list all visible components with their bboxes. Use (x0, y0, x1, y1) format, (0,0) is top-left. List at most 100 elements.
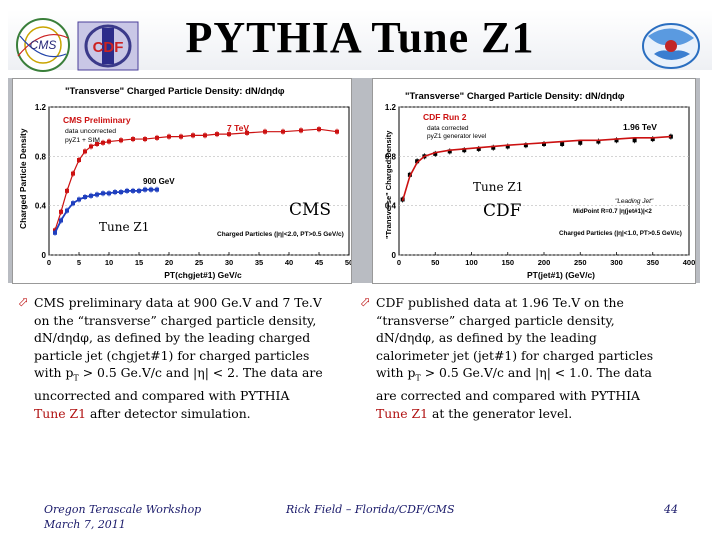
y-tick-label: 0.8 (385, 152, 397, 161)
data-point (299, 128, 303, 133)
x-tick-label: 40 (285, 258, 293, 267)
cms-desc-line-1: CMS preliminary data at 900 Ge.V and 7 T… (34, 295, 322, 310)
cdf-x-axis-label: PT(jet#1) (GeV/c) (527, 270, 595, 280)
data-point (71, 171, 75, 176)
cdf-desc-line-3: dN/dηdφ, as defined by the leading (376, 330, 597, 346)
data-point (523, 143, 528, 148)
cdf-desc-line-1: CDF published data at 1.96 Te.V on the (376, 295, 624, 310)
x-tick-label: 250 (574, 258, 587, 267)
x-tick-label: 20 (165, 258, 173, 267)
cms-description: ⬀ CMS preliminary data at 900 Ge.V and 7… (18, 294, 366, 423)
bullet-arrow-icon: ⬀ (18, 295, 29, 310)
cdf-logo: CDF (77, 21, 139, 71)
cms-x-axis-label: PT(chgjet#1) GeV/c (164, 270, 242, 280)
cms-desc-line-4: particle jet (chgjet#1) for charged part… (34, 347, 310, 363)
data-point (77, 197, 81, 202)
data-point (89, 193, 93, 198)
cms-tune-label: Tune Z1 (99, 220, 149, 234)
cms-chart-title: "Transverse" Charged Particle Density: d… (65, 86, 285, 97)
cms-legend-line-2: pyZ1 + SIM (65, 137, 100, 144)
data-point (447, 149, 452, 154)
x-tick-label: 200 (538, 258, 551, 267)
cdf-chart: "Transverse" Charged Particle Density: d… (372, 78, 696, 284)
data-point (227, 132, 231, 137)
x-tick-label: 0 (47, 258, 51, 267)
x-tick-label: 15 (135, 258, 143, 267)
data-point (143, 137, 147, 142)
data-point (179, 134, 183, 139)
footer-workshop: Oregon Terascale Workshop (44, 503, 202, 516)
x-tick-label: 5 (77, 258, 81, 267)
data-point (215, 132, 219, 137)
data-point (143, 187, 147, 192)
data-point (155, 135, 159, 140)
data-point (95, 142, 99, 146)
cms-legend-line-1: data uncorrected (65, 128, 116, 135)
cdf-desc-line-2: “transverse” charged particle density, (376, 312, 615, 328)
cdf-legend-line-1: data corrected (427, 125, 469, 132)
cdf-energy-label: 1.96 TeV (623, 122, 657, 132)
cms-cuts-label: Charged Particles (|η|<2.0, PT>0.5 GeV/c… (217, 231, 344, 238)
cms-logo-text: CMS (30, 38, 57, 52)
bullet-arrow-icon: ⬀ (360, 295, 371, 310)
data-point (95, 192, 99, 197)
data-point (167, 134, 171, 139)
data-point (491, 145, 496, 150)
cms-overlay-label: CMS (289, 200, 331, 220)
footer-date: March 7, 2011 (44, 518, 126, 531)
data-point (614, 138, 619, 143)
cdf-y-axis-label: "Transverse" Charged Density (384, 130, 393, 239)
data-point (101, 140, 105, 145)
data-point (650, 137, 655, 142)
data-point (83, 149, 87, 154)
footer-venue: Oregon Terascale Workshop March 7, 2011 (44, 502, 201, 532)
cdf-overlay-label: CDF (483, 201, 522, 221)
globe-logo (642, 23, 700, 69)
y-tick-label: 1.2 (35, 103, 47, 112)
cdf-desc-line-5: with pT > 0.5 Ge.V/c and |η| < 1.0. The … (376, 365, 652, 383)
y-tick-label: 0.4 (35, 202, 47, 211)
x-tick-label: 50 (345, 258, 352, 267)
cdf-desc-line-4: calorimeter jet (jet#1) for charged part… (376, 347, 654, 363)
data-point (89, 144, 93, 149)
data-point (433, 151, 438, 156)
cr-plot-area (398, 106, 690, 256)
data-point (137, 188, 141, 193)
data-point (53, 230, 57, 235)
data-point (71, 201, 75, 206)
data-point (149, 187, 153, 192)
x-tick-label: 400 (683, 258, 696, 267)
data-point (125, 188, 129, 193)
x-tick-label: 35 (255, 258, 263, 267)
data-point (505, 144, 510, 149)
data-point (281, 129, 285, 134)
data-point (415, 159, 420, 164)
data-point (113, 190, 117, 195)
data-point (462, 148, 467, 153)
cdf-logo-text: CDF (93, 39, 124, 56)
cms-desc-line-3: dN/dηdφ, as defined by the leading charg… (34, 330, 311, 346)
data-point (245, 130, 249, 135)
page-number: 44 (664, 503, 678, 516)
cdf-legend-title: CDF Run 2 (423, 112, 467, 122)
cms-desc-line-2: on the “transverse” charged particle den… (34, 312, 317, 328)
x-tick-label: 350 (646, 258, 659, 267)
data-point (476, 146, 481, 151)
data-point (560, 142, 565, 146)
cdf-tune-label: Tune Z1 (473, 180, 523, 194)
data-point (107, 191, 111, 196)
cdf-legend-line-2: pyZ1 generator level (427, 133, 487, 140)
cdf-cuts-label: Charged Particles (|η|<1.0, PT>0.5 GeV/c… (559, 230, 682, 237)
y-tick-label: 1.2 (385, 103, 397, 112)
y-tick-label: 0.8 (35, 152, 47, 161)
cms-energy-high-label: 7 TeV (227, 123, 249, 133)
data-point (59, 218, 63, 223)
data-point (263, 129, 267, 134)
data-point (596, 139, 601, 144)
cms-logo: CMS (16, 18, 70, 72)
cms-legend-title: CMS Preliminary (63, 115, 131, 125)
data-point (542, 142, 546, 146)
data-point (578, 140, 583, 145)
data-point (335, 129, 339, 134)
x-tick-label: 30 (225, 258, 233, 267)
